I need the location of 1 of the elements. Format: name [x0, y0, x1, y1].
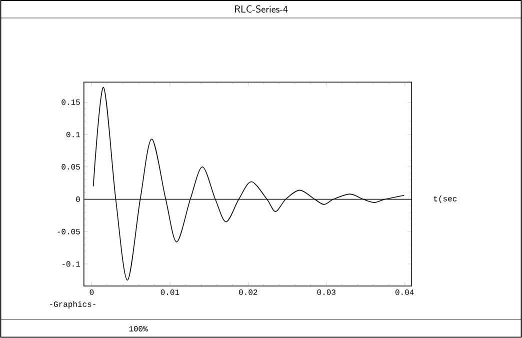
chart-title: RLC-Series-4 [234, 5, 288, 13]
